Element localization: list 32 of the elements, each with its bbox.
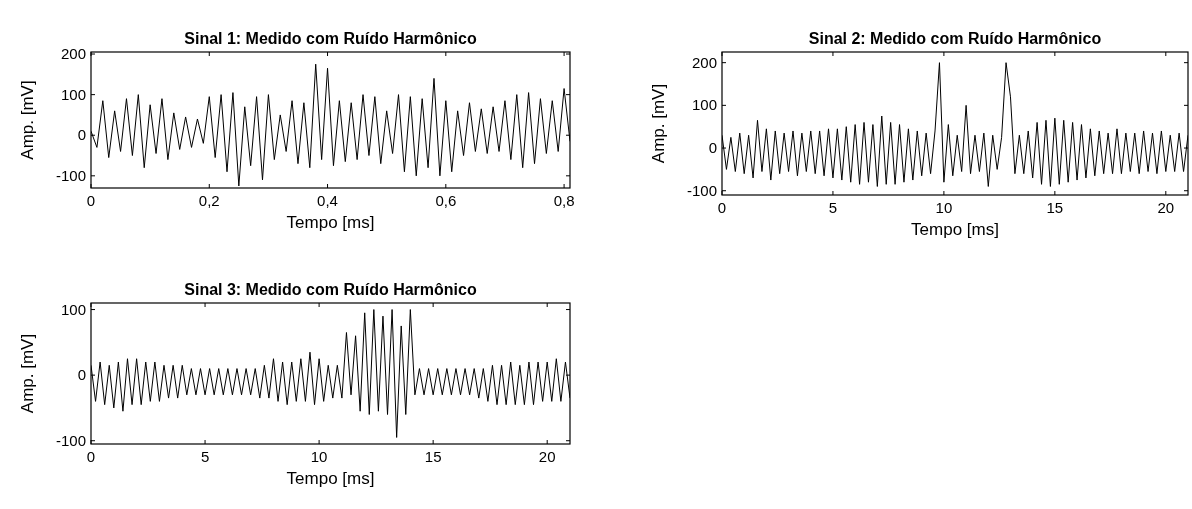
y-tick-label: 0 [77, 126, 86, 144]
x-tick-label: 5 [828, 199, 838, 216]
y-tick-label: 200 [691, 53, 717, 71]
y-tick-label: -100 [55, 166, 86, 184]
y-tick-label: 0 [708, 139, 717, 157]
x-tick-label: 15 [1046, 199, 1064, 216]
x-tick-label: 0,6 [435, 192, 457, 209]
x-tick-label: 0,2 [198, 192, 220, 209]
x-tick-label: 5 [200, 448, 210, 465]
x-tick-label: 10 [935, 199, 953, 216]
y-tick-label: 100 [691, 96, 717, 114]
y-axis-title: Amp. [mV] [18, 333, 37, 414]
x-tick-label: 0,8 [553, 192, 575, 209]
x-axis-title: Tempo [ms] [911, 220, 999, 239]
chart-title: Sinal 3: Medido com Ruído Harmônico [184, 281, 477, 298]
y-tick-label: 100 [60, 300, 86, 318]
y-tick-label: 0 [77, 366, 86, 384]
chart-title: Sinal 1: Medido com Ruído Harmônico [184, 30, 477, 47]
y-tick-label: -100 [686, 181, 717, 199]
x-tick-label: 10 [310, 448, 328, 465]
x-tick-label: 20 [538, 448, 556, 465]
y-tick-label: 200 [60, 45, 86, 63]
x-tick-label: 15 [424, 448, 442, 465]
x-tick-label: 20 [1157, 199, 1175, 216]
x-axis-title: Tempo [ms] [286, 469, 375, 488]
y-tick-label: -100 [55, 431, 86, 449]
y-axis-title: Amp. [mV] [649, 83, 668, 164]
y-axis-title: Amp. [mV] [18, 80, 37, 160]
y-tick-label: 100 [60, 85, 86, 103]
x-axis-title: Tempo [ms] [286, 213, 375, 232]
chart-title: Sinal 2: Medido com Ruído Harmônico [808, 30, 1102, 47]
x-tick-label: 0,4 [317, 192, 338, 209]
